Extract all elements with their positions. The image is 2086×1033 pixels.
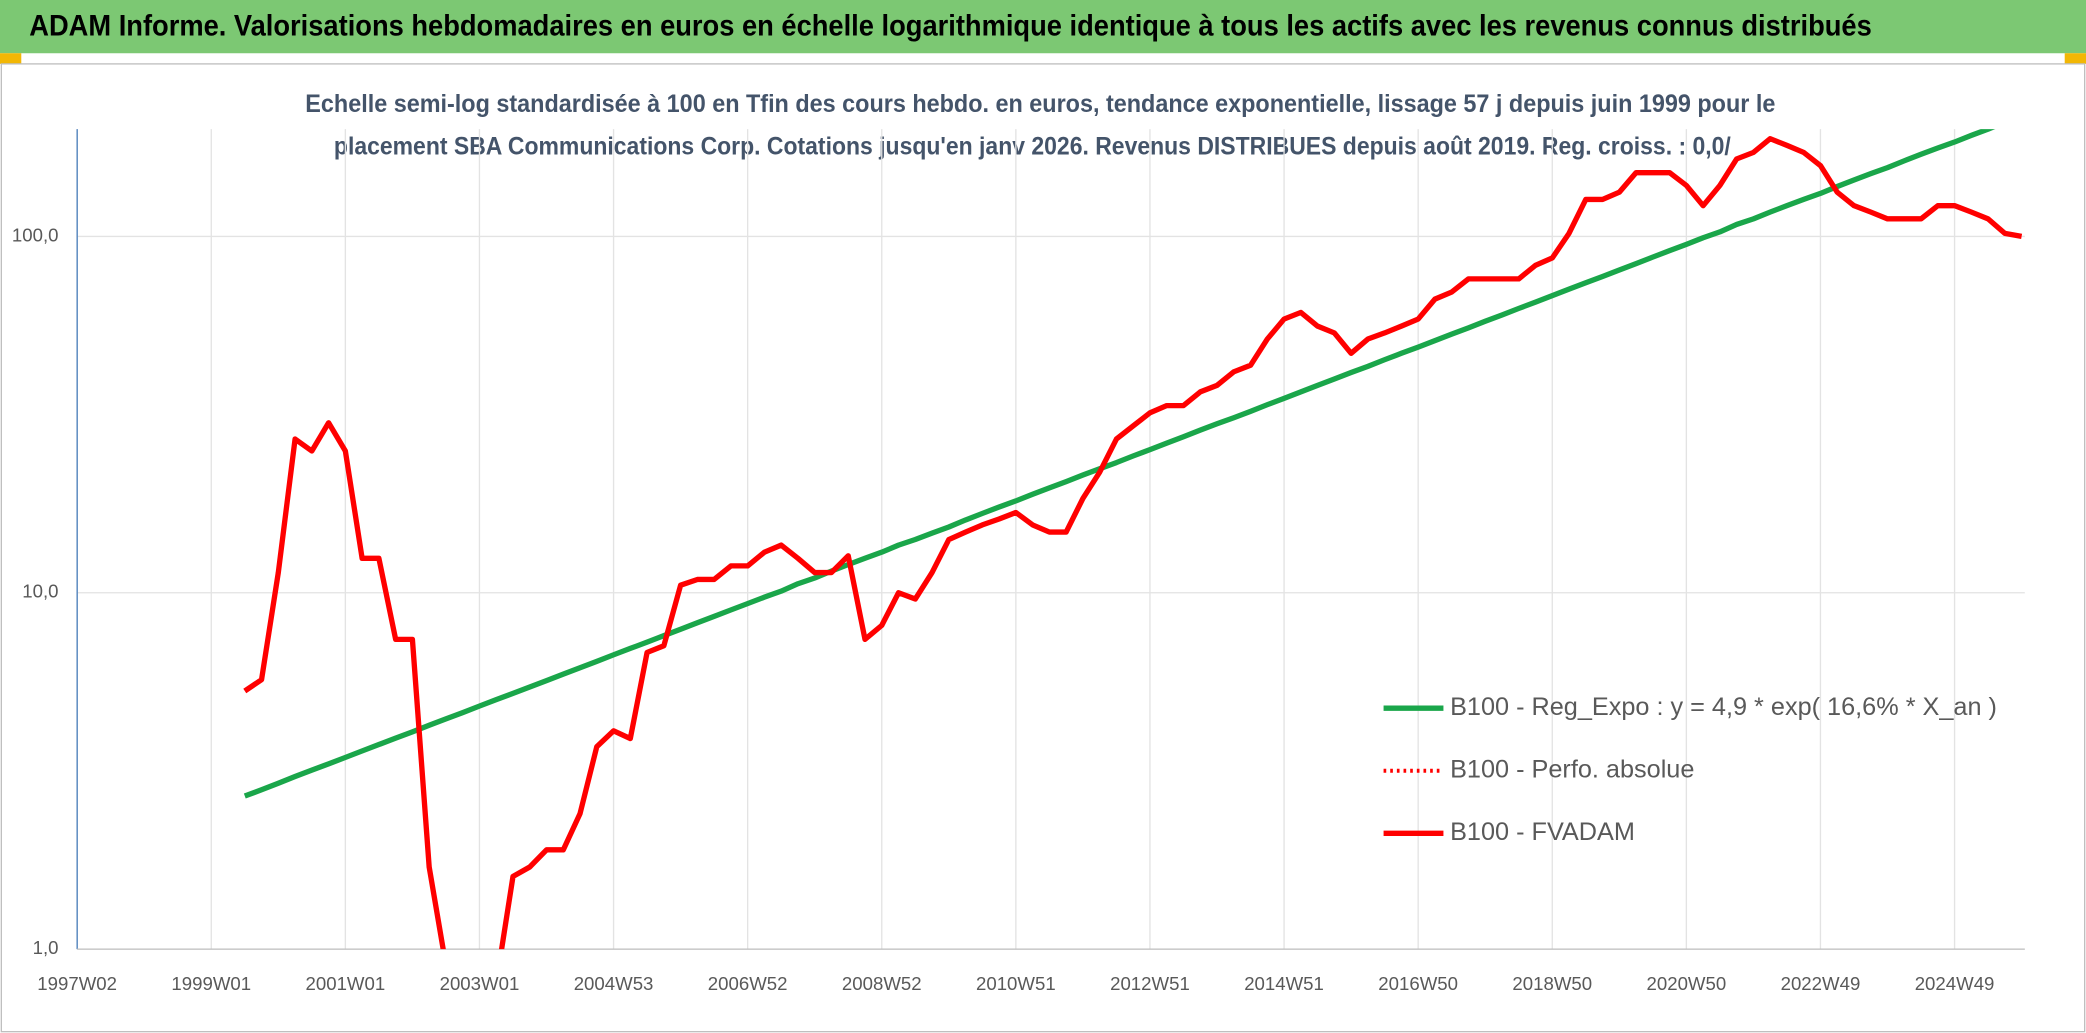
x-tick-label: 2014W51 <box>1244 973 1324 994</box>
legend-label: B100 - FVADAM <box>1450 818 1635 846</box>
legend-label: B100 - Perfo. absolue <box>1450 755 1694 783</box>
subtitle: placement SBA Communications Corp. Cotat… <box>334 132 1731 160</box>
x-tick-label: 2004W53 <box>574 973 654 994</box>
x-tick-label: 1999W01 <box>171 973 251 994</box>
x-tick-label: 2008W52 <box>842 973 922 994</box>
x-tick-label: 2016W50 <box>1378 973 1458 994</box>
y-tick-label: 100,0 <box>12 224 59 245</box>
plot-area <box>243 129 2023 950</box>
x-tick-label: 2006W52 <box>708 973 788 994</box>
y-tick-label: 1,0 <box>33 937 59 958</box>
y-tick-label: 10,0 <box>22 581 58 602</box>
banner <box>0 0 2086 54</box>
data-line <box>243 136 2023 950</box>
x-tick-label: 2010W51 <box>976 973 1056 994</box>
frame <box>0 63 2086 1033</box>
corner <box>2064 53 2086 64</box>
chart-title: ADAM Informe. Valorisations hebdomadaire… <box>29 11 1872 43</box>
subtitle: Echelle semi-log standardisée à 100 en T… <box>305 90 1775 118</box>
x-tick-label: 2018W50 <box>1512 973 1592 994</box>
x-tick-label: 2024W49 <box>1915 973 1995 994</box>
data-line <box>243 129 1996 799</box>
x-tick-label: 2003W01 <box>440 973 520 994</box>
x-tick-label: 2012W51 <box>1110 973 1190 994</box>
x-tick-label: 2001W01 <box>306 973 386 994</box>
x-tick-label: 2022W49 <box>1781 973 1861 994</box>
corner <box>0 53 22 64</box>
x-tick-label: 1997W02 <box>37 973 117 994</box>
legend-label: B100 - Reg_Expo : y = 4,9 * exp( 16,6% *… <box>1450 693 1997 721</box>
x-tick-label: 2020W50 <box>1647 973 1727 994</box>
